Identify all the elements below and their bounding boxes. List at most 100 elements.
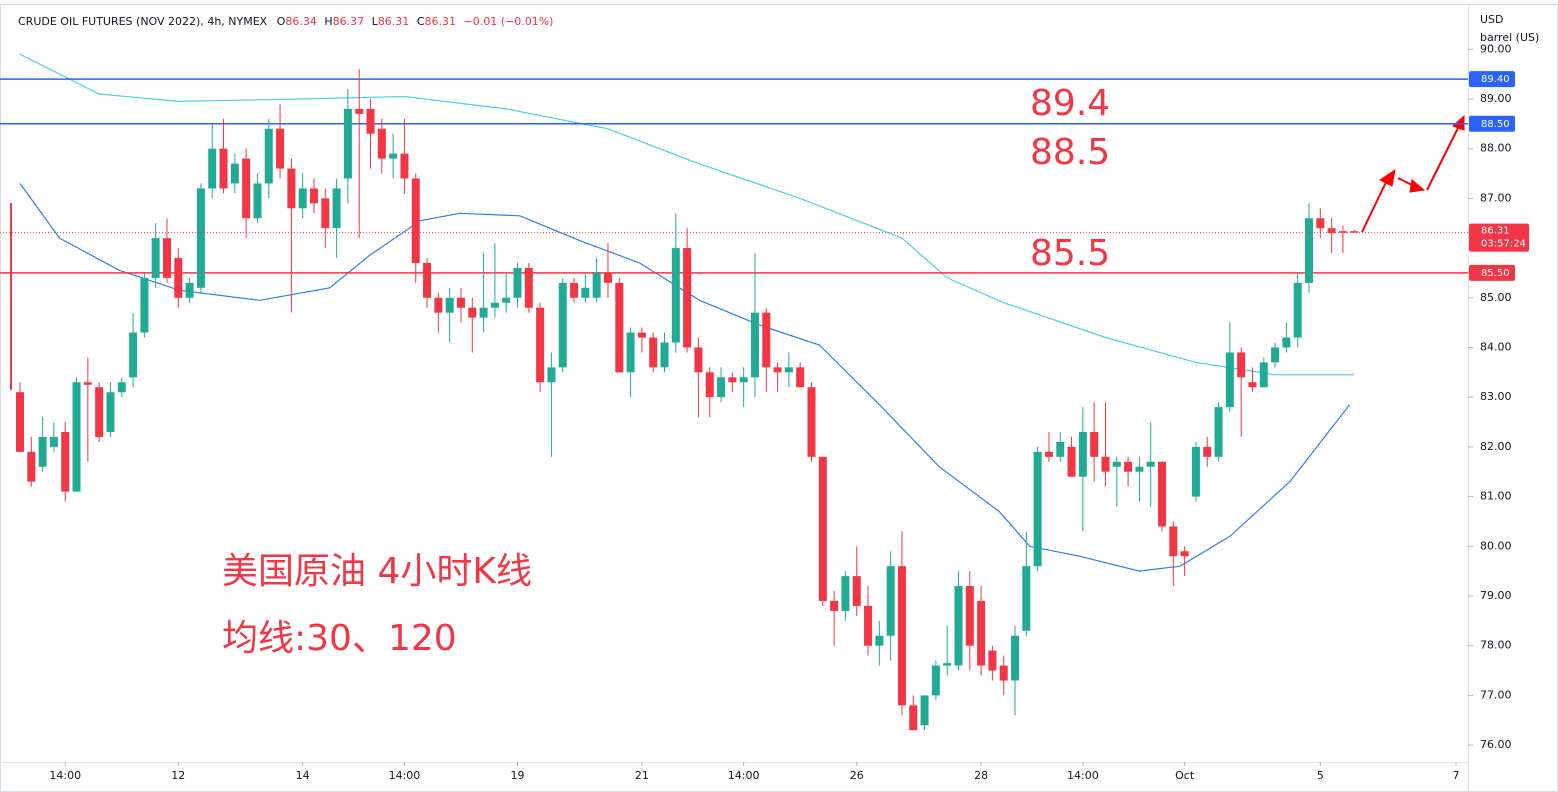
candle-body (185, 282, 194, 298)
c-value: 86.31 (425, 15, 457, 28)
o-label: O (277, 15, 286, 28)
x-tick-label: 5 (1317, 769, 1324, 782)
level-tag (1469, 71, 1515, 88)
candle-body (83, 382, 92, 385)
h-label: H (324, 15, 332, 28)
candle-body (931, 665, 940, 696)
candle-body (445, 297, 454, 313)
candle-body (762, 312, 771, 368)
candle-body (1191, 446, 1200, 497)
candle-body (1214, 407, 1223, 457)
y-tick-label: 81.00 (1480, 490, 1512, 503)
candle-body (1078, 431, 1087, 477)
y-tick-label: 79.00 (1480, 589, 1512, 602)
candle-body (886, 566, 895, 636)
candle-body (897, 566, 906, 706)
level-annotation: 85.5 (1030, 233, 1110, 274)
candle-body (276, 128, 285, 169)
candle-body (671, 248, 680, 343)
candle-body (196, 188, 205, 288)
candle-body (479, 307, 488, 318)
candle-body (162, 238, 171, 278)
candle-body (750, 312, 759, 378)
candle-body (502, 297, 511, 303)
candle-body (140, 277, 149, 333)
candle-body (1305, 218, 1314, 283)
candle-body (536, 307, 545, 383)
symbol: CRUDE OIL FUTURES (NOV 2022), 4h, NYMEX (18, 15, 268, 28)
candle-body (1203, 446, 1212, 457)
candle-body (1327, 228, 1336, 234)
candle-body (637, 332, 646, 338)
candle-body (807, 387, 816, 457)
level-annotation: 88.5 (1030, 132, 1110, 173)
candle-body (1169, 526, 1178, 557)
y-tick-label: 76.00 (1480, 738, 1512, 751)
candle-body (660, 342, 669, 368)
candle-body (830, 600, 839, 611)
candle-body (818, 456, 827, 601)
candle-body (728, 377, 737, 383)
candle-body (423, 262, 432, 298)
arrow-head (1409, 179, 1426, 193)
y-tick-label: 84.00 (1480, 340, 1512, 353)
candle-body (592, 272, 601, 298)
candle-body (524, 267, 533, 308)
candle-body (321, 198, 330, 229)
candle-body (1011, 635, 1020, 681)
candle-body (1316, 218, 1325, 229)
x-tick-label: 28 (974, 769, 988, 782)
candle-body (694, 347, 703, 373)
candle-body (1271, 347, 1280, 363)
y-tick-label: 88.00 (1480, 142, 1512, 155)
candle-body (377, 128, 386, 159)
note: 均线:30、120 (222, 618, 457, 659)
candle-body (264, 128, 273, 184)
candle-body (796, 367, 805, 388)
candle-body (355, 108, 364, 114)
candle-body (1282, 337, 1291, 348)
candle-body (117, 382, 126, 393)
candle-body (1112, 461, 1121, 467)
l-value: 86.31 (378, 15, 410, 28)
unit: barrel (US) (1480, 31, 1539, 44)
candle-body (875, 635, 884, 646)
candle-body (400, 153, 409, 179)
x-tick-label: 19 (511, 769, 525, 782)
candle-body (253, 183, 262, 219)
moving-average (19, 183, 1351, 572)
x-tick-label: 14:00 (49, 769, 81, 782)
y-tick-label: 83.00 (1480, 390, 1512, 403)
y-tick-label: 77.00 (1480, 688, 1512, 701)
y-tick-label: 82.00 (1480, 440, 1512, 453)
candle-body (954, 586, 963, 666)
candle-body (909, 705, 918, 731)
y-tick-label: 89.00 (1480, 92, 1512, 105)
candle-body (603, 272, 612, 283)
candle-body (1225, 352, 1234, 408)
candle-body (219, 148, 228, 189)
x-tick-label: 14 (296, 769, 310, 782)
x-tick-label: 12 (171, 769, 185, 782)
candle-body (547, 367, 556, 383)
y-tick-label: 87.00 (1480, 191, 1512, 204)
candle-body (864, 605, 873, 646)
level-tag (1469, 115, 1515, 132)
candle-body (739, 377, 748, 383)
candle-body (27, 451, 36, 482)
level-annotation: 89.4 (1030, 83, 1110, 124)
candle-body (16, 392, 24, 452)
candle-body (434, 297, 443, 313)
candle-body (581, 287, 590, 298)
arrow-line (1426, 125, 1460, 191)
candle-body (1090, 431, 1099, 457)
candle-body (1248, 382, 1257, 388)
y-tick-label: 90.00 (1480, 42, 1512, 55)
candle-body (1338, 231, 1347, 233)
last-price-tag (1469, 223, 1529, 252)
candle-body (1293, 282, 1302, 338)
candle-body (717, 377, 726, 398)
candle-body (558, 282, 567, 368)
